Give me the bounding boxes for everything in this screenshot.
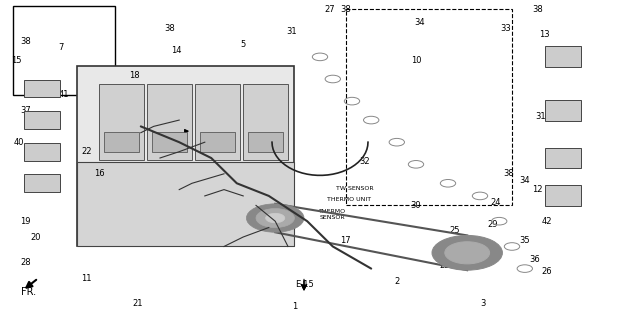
FancyBboxPatch shape xyxy=(545,100,581,121)
FancyBboxPatch shape xyxy=(99,84,144,160)
Text: 8: 8 xyxy=(554,52,559,61)
FancyBboxPatch shape xyxy=(77,162,294,246)
Text: 10: 10 xyxy=(411,56,421,64)
Text: 21: 21 xyxy=(132,299,143,308)
Text: 28: 28 xyxy=(20,258,31,267)
FancyBboxPatch shape xyxy=(24,174,60,192)
Text: 29: 29 xyxy=(254,131,264,140)
Text: 26: 26 xyxy=(542,267,552,276)
Text: 36: 36 xyxy=(529,255,540,264)
FancyBboxPatch shape xyxy=(147,84,192,160)
Text: 34: 34 xyxy=(520,176,530,185)
Text: 42: 42 xyxy=(542,217,552,226)
Circle shape xyxy=(445,242,490,264)
Text: 6: 6 xyxy=(122,109,127,118)
Text: E 15: E 15 xyxy=(164,127,181,136)
Text: 11: 11 xyxy=(81,274,92,283)
FancyBboxPatch shape xyxy=(104,132,139,152)
Text: 38: 38 xyxy=(164,24,175,33)
Text: 29: 29 xyxy=(488,220,498,229)
Text: THERMO
SENSOR: THERMO SENSOR xyxy=(319,210,346,220)
Circle shape xyxy=(266,213,285,223)
Text: 33: 33 xyxy=(500,24,511,33)
Text: TW SENSOR: TW SENSOR xyxy=(337,185,374,191)
FancyBboxPatch shape xyxy=(152,132,187,152)
FancyBboxPatch shape xyxy=(195,84,240,160)
Text: 31: 31 xyxy=(286,27,296,36)
Text: 38: 38 xyxy=(340,5,351,14)
Text: 16: 16 xyxy=(94,169,104,178)
Circle shape xyxy=(246,204,304,232)
Text: 15: 15 xyxy=(11,56,21,64)
Text: 32: 32 xyxy=(360,157,370,166)
FancyBboxPatch shape xyxy=(200,132,235,152)
Text: 37: 37 xyxy=(20,106,31,115)
Text: THERMO UNIT: THERMO UNIT xyxy=(327,197,371,202)
FancyBboxPatch shape xyxy=(545,46,581,67)
Circle shape xyxy=(256,209,294,228)
Text: 3: 3 xyxy=(481,299,486,308)
FancyBboxPatch shape xyxy=(24,111,60,129)
FancyBboxPatch shape xyxy=(545,185,581,206)
Text: 27: 27 xyxy=(324,5,335,14)
Text: 38: 38 xyxy=(20,37,31,46)
Text: 35: 35 xyxy=(520,236,530,245)
FancyBboxPatch shape xyxy=(545,148,581,168)
Text: 25: 25 xyxy=(449,226,460,235)
Text: E-15: E-15 xyxy=(294,280,314,289)
Text: 13: 13 xyxy=(539,30,549,39)
Text: 34: 34 xyxy=(414,18,424,27)
Text: 17: 17 xyxy=(340,236,351,245)
Text: 5: 5 xyxy=(241,40,246,49)
Text: 20: 20 xyxy=(30,233,40,241)
Text: 7: 7 xyxy=(58,43,63,52)
Text: 38: 38 xyxy=(504,169,514,178)
Text: 30: 30 xyxy=(411,201,421,210)
FancyBboxPatch shape xyxy=(243,84,288,160)
FancyBboxPatch shape xyxy=(24,80,60,97)
Text: 22: 22 xyxy=(81,147,92,156)
Text: 31: 31 xyxy=(536,112,546,121)
Text: 19: 19 xyxy=(20,217,31,226)
Text: 2: 2 xyxy=(394,277,399,286)
Text: 38: 38 xyxy=(532,5,543,14)
Text: 9: 9 xyxy=(263,90,268,99)
Circle shape xyxy=(432,235,502,270)
Text: 4: 4 xyxy=(468,236,473,245)
Text: 1: 1 xyxy=(292,302,297,311)
FancyBboxPatch shape xyxy=(77,66,294,246)
Text: 18: 18 xyxy=(129,71,140,80)
Text: 12: 12 xyxy=(532,185,543,194)
Text: 14: 14 xyxy=(171,46,181,55)
Text: 40: 40 xyxy=(14,138,24,147)
Text: 41: 41 xyxy=(59,90,69,99)
Text: 33: 33 xyxy=(136,109,146,118)
FancyBboxPatch shape xyxy=(248,132,283,152)
Text: 23: 23 xyxy=(440,261,450,270)
FancyBboxPatch shape xyxy=(24,143,60,161)
Text: 39: 39 xyxy=(30,185,40,194)
Text: 24: 24 xyxy=(491,198,501,207)
Text: FR.: FR. xyxy=(21,287,36,297)
